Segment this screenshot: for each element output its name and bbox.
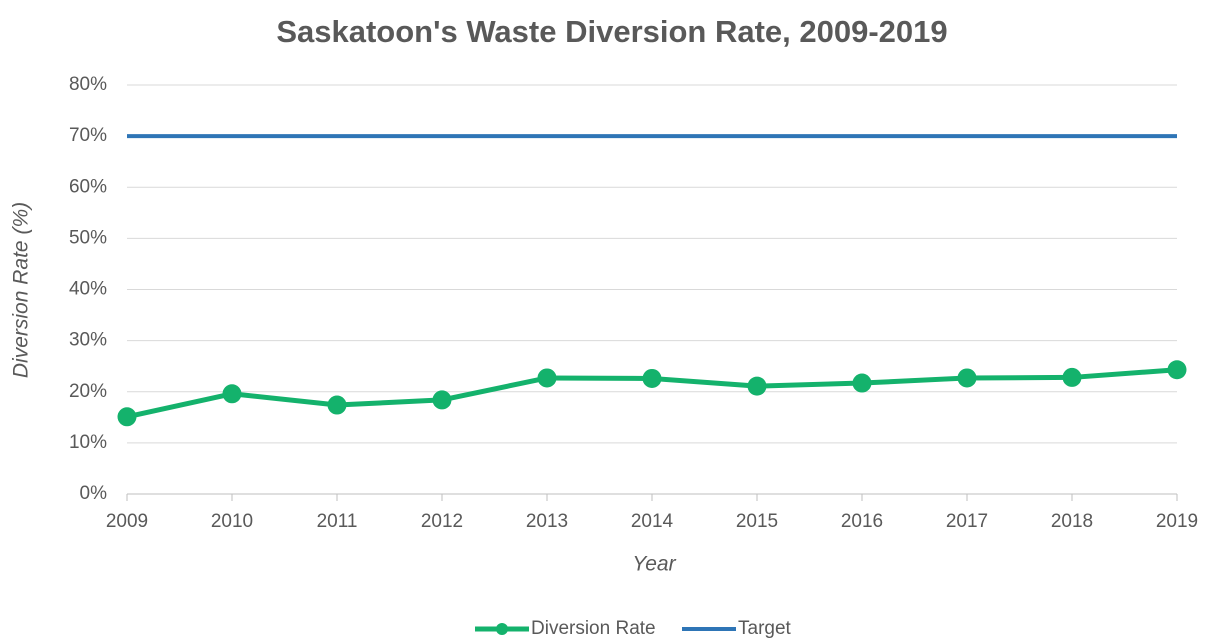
data-point: [432, 390, 452, 410]
chart-title: Saskatoon's Waste Diversion Rate, 2009-2…: [276, 14, 947, 49]
x-tick-label: 2018: [1051, 511, 1093, 532]
x-axis-title: Year: [632, 553, 676, 576]
y-tick-label: 0%: [80, 483, 108, 504]
data-point: [1167, 360, 1187, 380]
data-point: [222, 384, 242, 404]
data-point: [327, 395, 347, 415]
x-tick-label: 2016: [841, 511, 883, 532]
y-axis-title: Diversion Rate (%): [10, 202, 33, 378]
data-point: [1062, 367, 1082, 387]
x-tick-label: 2011: [317, 511, 358, 532]
legend-label: Diversion Rate: [531, 618, 656, 639]
data-point: [957, 368, 977, 388]
y-tick-label: 10%: [69, 432, 107, 453]
y-tick-label: 20%: [69, 381, 107, 402]
y-tick-label: 30%: [69, 330, 107, 351]
x-tick-label: 2009: [106, 511, 148, 532]
data-point: [852, 373, 872, 393]
x-tick-label: 2015: [736, 511, 778, 532]
legend-marker: [496, 623, 508, 635]
data-point: [747, 376, 767, 396]
data-point: [642, 368, 662, 388]
x-tick-label: 2012: [421, 511, 463, 532]
data-point: [117, 407, 137, 427]
x-tick-label: 2017: [946, 511, 988, 532]
y-tick-label: 70%: [69, 125, 107, 146]
x-tick-label: 2013: [526, 511, 568, 532]
legend-label: Target: [738, 618, 792, 639]
data-point: [537, 368, 557, 388]
y-tick-label: 50%: [69, 227, 107, 248]
x-tick-label: 2019: [1156, 511, 1198, 532]
x-tick-label: 2010: [211, 511, 253, 532]
y-tick-label: 80%: [69, 74, 107, 95]
y-tick-label: 60%: [69, 176, 107, 197]
x-tick-label: 2014: [631, 511, 674, 532]
y-tick-label: 40%: [69, 279, 107, 300]
